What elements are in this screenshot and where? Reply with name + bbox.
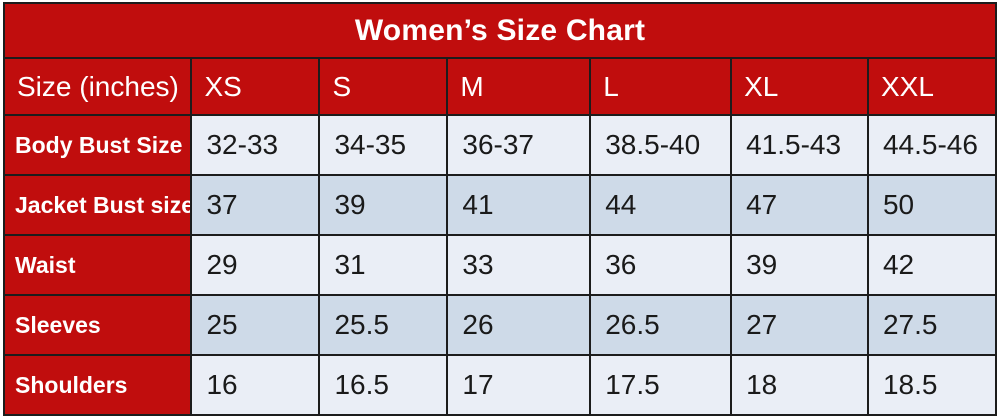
size-value-cell: 26.5 xyxy=(589,294,733,356)
size-value-cell: 50 xyxy=(866,174,998,236)
size-value-cell: 36 xyxy=(589,234,733,296)
size-value-cell: 36-37 xyxy=(446,114,592,176)
size-value-cell: 38.5-40 xyxy=(589,114,733,176)
chart-title: Women’s Size Chart xyxy=(3,2,997,59)
size-value-cell: 29 xyxy=(190,234,321,296)
table-row: Body Bust Size 32-33 34-35 36-37 38.5-40 41.5… xyxy=(2,114,998,176)
size-value-cell: 27.5 xyxy=(866,294,998,356)
header-m: M xyxy=(446,57,592,116)
size-value-cell: 37 xyxy=(190,174,321,236)
header-size-inches: Size (inches) xyxy=(2,57,193,116)
row-label: Sleeves xyxy=(2,294,193,356)
size-value-cell: 18 xyxy=(730,354,869,416)
size-value-cell: 17 xyxy=(446,354,592,416)
header-row: Size (inches) XS S M L XL XXL xyxy=(2,57,998,116)
table-body: Body Bust Size 32-33 34-35 36-37 38.5-40 41.5… xyxy=(2,114,998,416)
table-row: Sleeves 25 25.5 26 26.5 27 27.5 xyxy=(2,294,998,356)
size-value-cell: 18.5 xyxy=(866,354,998,416)
size-value-cell: 41 xyxy=(446,174,592,236)
size-value-cell: 34-35 xyxy=(318,114,449,176)
size-value-cell: 39 xyxy=(730,234,869,296)
row-label: Jacket Bust size xyxy=(2,174,193,236)
header-xxl: XXL xyxy=(866,57,998,116)
header-s: S xyxy=(318,57,449,116)
size-value-cell: 25.5 xyxy=(318,294,449,356)
size-value-cell: 32-33 xyxy=(190,114,321,176)
size-value-cell: 27 xyxy=(730,294,869,356)
size-value-cell: 42 xyxy=(866,234,998,296)
row-label: Body Bust Size xyxy=(2,114,193,176)
header-xl: XL xyxy=(730,57,869,116)
title-row: Women’s Size Chart xyxy=(3,2,997,59)
row-label: Shoulders xyxy=(2,354,193,416)
row-label: Waist xyxy=(2,234,193,296)
size-value-cell: 16 xyxy=(190,354,321,416)
table-row: Shoulders 16 16.5 17 17.5 18 18.5 xyxy=(2,354,998,416)
size-value-cell: 16.5 xyxy=(318,354,449,416)
table-row: Jacket Bust size 37 39 41 44 47 50 xyxy=(2,174,998,236)
size-value-cell: 33 xyxy=(446,234,592,296)
size-value-cell: 31 xyxy=(318,234,449,296)
header-xs: XS xyxy=(190,57,321,116)
size-value-cell: 44 xyxy=(589,174,733,236)
header-l: L xyxy=(589,57,733,116)
size-value-cell: 47 xyxy=(730,174,869,236)
size-value-cell: 41.5-43 xyxy=(730,114,869,176)
size-value-cell: 17.5 xyxy=(589,354,733,416)
size-value-cell: 25 xyxy=(190,294,321,356)
size-value-cell: 39 xyxy=(318,174,449,236)
size-value-cell: 26 xyxy=(446,294,592,356)
table-row: Waist 29 31 33 36 39 42 xyxy=(2,234,998,296)
size-value-cell: 44.5-46 xyxy=(866,114,998,176)
